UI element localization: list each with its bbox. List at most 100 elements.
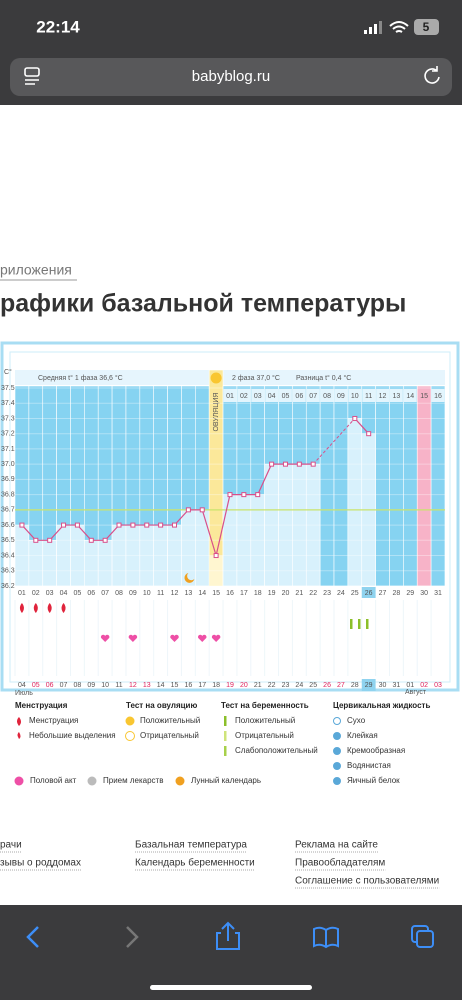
temperature-point <box>352 415 358 421</box>
temperature-point <box>213 553 219 559</box>
date-label: 24 <box>295 682 303 689</box>
date-label: 01 <box>406 682 414 689</box>
temperature-point <box>172 522 178 528</box>
ovulation-icon <box>210 372 222 384</box>
legend-icon <box>333 732 341 740</box>
month-label: Август <box>405 689 427 696</box>
legend-item: Положительный <box>235 716 295 725</box>
day-bar <box>195 509 210 587</box>
date-label: 26 <box>323 682 331 689</box>
phase2-day-cell <box>320 389 334 402</box>
legend-heading: Менструация <box>15 701 68 710</box>
legend-icon <box>224 746 227 756</box>
day-column <box>430 385 446 587</box>
temperature-point <box>47 537 53 543</box>
y-tick-label: 37.5 <box>1 385 15 392</box>
legend-heading: Тест на беременность <box>221 701 309 710</box>
date-label: 20 <box>240 682 248 689</box>
legend-item: Половой акт <box>30 776 77 785</box>
reader-icon[interactable] <box>24 67 40 85</box>
date-label: 28 <box>351 682 359 689</box>
footer-link[interactable]: зывы о роддомах <box>0 858 81 869</box>
footer-link[interactable]: Базальная температура <box>135 840 247 851</box>
date-label: 16 <box>184 682 192 689</box>
cycle-day-label: 24 <box>337 590 345 597</box>
intercourse-icon <box>100 634 110 642</box>
temperature-point <box>255 492 261 498</box>
temperature-point <box>269 461 275 467</box>
phase2-day-cell <box>348 389 362 402</box>
legend-icon <box>17 717 21 726</box>
intercourse-icon <box>198 634 207 642</box>
y-tick-label: 36.8 <box>1 491 15 498</box>
bookmarks-button[interactable] <box>313 926 339 949</box>
intercourse-icon <box>128 634 138 642</box>
legend-icon <box>224 731 227 741</box>
y-tick-label: 36.7 <box>1 507 15 514</box>
phase2-day-label: 04 <box>268 393 276 400</box>
date-label: 14 <box>157 682 165 689</box>
header-strip <box>15 370 445 385</box>
date-label: 22 <box>268 682 276 689</box>
share-button[interactable] <box>216 921 240 950</box>
tabs-button[interactable] <box>411 925 434 948</box>
date-label: 13 <box>143 682 151 689</box>
gap-connector <box>312 418 356 465</box>
date-label: 03 <box>434 682 442 689</box>
date-label: 08 <box>74 682 82 689</box>
date-label: 25 <box>309 682 317 689</box>
phase2-day-label: 02 <box>240 393 248 400</box>
menstruation-icon <box>33 603 38 613</box>
legend-item: Менструация <box>29 716 78 725</box>
pregnancy-test-icon <box>366 619 369 629</box>
cycle-day-label: 11 <box>157 590 164 597</box>
legend-icon <box>333 747 341 755</box>
intercourse-icon <box>211 634 221 642</box>
footer-link[interactable]: рачи <box>0 840 22 851</box>
cycle-day-label: 15 <box>212 590 220 597</box>
temperature-point <box>116 522 122 528</box>
footer-link[interactable]: Реклама на сайте <box>295 840 378 851</box>
breadcrumb[interactable]: риложения <box>0 262 72 278</box>
footer-link[interactable]: Соглашение с пользователями <box>295 876 439 887</box>
y-tick-label: 36.2 <box>1 583 15 590</box>
phase2-day-label: 08 <box>323 393 331 400</box>
footer-link[interactable]: Календарь беременности <box>135 857 255 869</box>
y-tick-label: 36.3 <box>1 568 15 575</box>
phase2-day-label: 07 <box>309 393 317 400</box>
reload-icon[interactable] <box>424 66 440 84</box>
temperature-point <box>366 431 372 437</box>
date-label: 11 <box>115 682 122 689</box>
legend-icon <box>125 716 135 726</box>
temperature-point <box>310 461 316 467</box>
legend-item: Небольшие выделения <box>29 731 116 740</box>
cycle-day-label: 16 <box>226 590 234 597</box>
date-label: 10 <box>101 682 109 689</box>
y-tick-label: 37.3 <box>1 415 15 422</box>
cycle-day-label: 27 <box>379 590 387 597</box>
phase2-day-cell <box>362 389 376 402</box>
forward-button[interactable] <box>126 926 139 948</box>
legend-item: Отрицательный <box>235 731 294 740</box>
temperature-point <box>144 522 150 528</box>
cycle-day-label: 21 <box>295 590 303 597</box>
legend-icon <box>224 716 227 726</box>
phase2-day-cell <box>223 389 237 402</box>
url-bar[interactable] <box>10 58 452 96</box>
phase2-day-cell <box>376 389 389 402</box>
footer-link[interactable]: Правообладателям <box>295 857 385 869</box>
temperature-point <box>19 522 25 528</box>
menstruation-icon <box>61 603 66 613</box>
back-button[interactable] <box>26 926 39 948</box>
y-tick-label: 36.4 <box>1 552 15 559</box>
chart: C° Средняя t° 1 фаза 36,6 °C 2 фаза 37,0 °… <box>1 368 446 697</box>
date-label: 17 <box>198 682 206 689</box>
phase2-day-label: 06 <box>295 393 303 400</box>
signal-icon <box>364 21 382 34</box>
y-tick-label: 36.6 <box>1 522 15 529</box>
url[interactable]: babyblog.ru <box>192 68 270 85</box>
legend-heading: Цервикальная жидкость <box>333 701 430 710</box>
legend-item: Кремообразная <box>347 746 405 755</box>
date-label: 21 <box>254 682 262 689</box>
temperature-point <box>33 537 39 543</box>
